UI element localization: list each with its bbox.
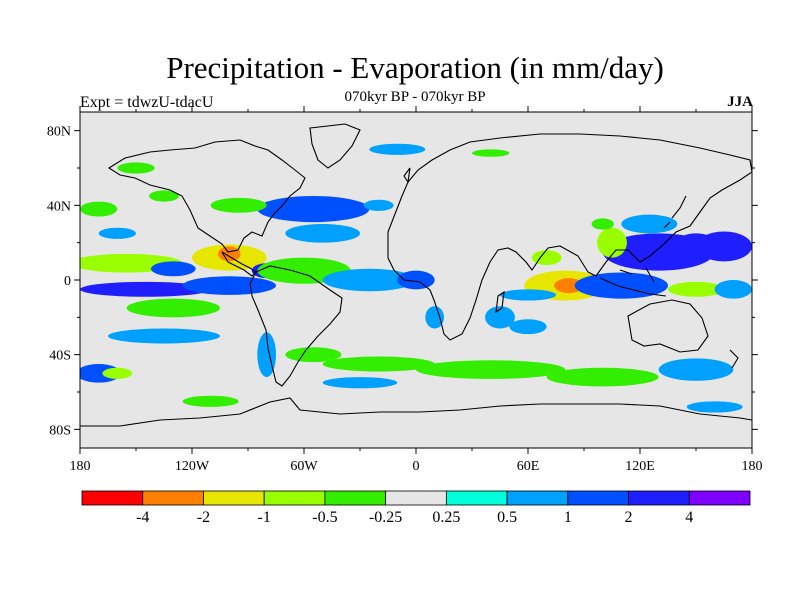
pe-anomaly-patch	[126, 298, 220, 318]
pe-anomaly-patch	[210, 197, 267, 213]
y-tick-label: 0	[64, 274, 71, 289]
pe-anomaly-patch	[554, 278, 584, 294]
pe-anomaly-patch	[425, 306, 444, 329]
colorbar-box	[506, 490, 569, 506]
pe-anomaly-patch	[621, 214, 678, 234]
pe-anomaly-patch	[485, 306, 515, 329]
colorbar-box	[445, 490, 508, 506]
y-tick-label: 40N	[47, 199, 71, 214]
pe-anomaly-patch	[416, 360, 566, 379]
colorbar-label: 2	[625, 509, 633, 526]
pe-anomaly-patch	[150, 261, 196, 277]
pe-anomaly-patch	[591, 218, 614, 230]
colorbar-label: -0.5	[312, 509, 337, 526]
pe-anomaly-patch	[108, 328, 220, 344]
colorbar-labels: -4 -2 -1 -0.5 -0.25 0.25 0.5 1 2 4	[136, 509, 693, 526]
pe-anomaly-patch	[363, 199, 394, 211]
coastline-indonesia	[599, 267, 667, 297]
pe-anomaly-patch	[696, 231, 752, 262]
x-tick-label: 120W	[175, 459, 210, 474]
pe-anomaly-patch	[714, 280, 752, 299]
pe-anomaly-patch	[182, 276, 276, 295]
x-tick-label: 0	[413, 459, 420, 474]
pe-anomaly-patch	[322, 356, 435, 372]
colorbar-box	[263, 490, 326, 506]
pe-anomaly-patch	[369, 143, 426, 155]
coastline-south-america	[249, 265, 343, 387]
x-tick-labels: 180 120W 60W 0 60E 120E 180	[70, 459, 763, 474]
pe-anomaly-patch	[285, 224, 360, 243]
coastline-north-america	[107, 139, 306, 253]
x-tick-label: 180	[70, 459, 91, 474]
coastline-eurasia-africa	[387, 133, 752, 341]
coastline-central-america	[221, 251, 257, 277]
colorbar-label: 0.5	[497, 509, 517, 526]
pe-anomaly-patch	[668, 281, 724, 297]
y-tick-label: 40S	[49, 349, 71, 364]
pe-anomaly-patch	[397, 270, 435, 290]
colorbar-label: -1	[258, 509, 271, 526]
season-label: JJA	[727, 94, 753, 110]
coastlines	[80, 123, 752, 427]
pe-anomaly-patch	[322, 377, 398, 389]
colorbar-box	[203, 490, 265, 506]
pe-anomaly-patch	[546, 367, 659, 387]
colorbar-box	[688, 490, 751, 506]
pe-anomaly-patch	[500, 289, 556, 301]
colorbar-box	[567, 490, 629, 506]
pe-anomaly-patch	[597, 227, 627, 258]
x-tick-label: 60E	[517, 459, 540, 474]
pe-anomaly-patch	[257, 332, 276, 378]
y-tick-label: 80S	[49, 423, 71, 438]
x-tick-label: 60W	[290, 459, 318, 474]
coastline-antarctica	[80, 397, 752, 427]
colorbar-label: -2	[197, 509, 210, 526]
pe-anomaly-patch	[149, 190, 179, 202]
y-tick-label: 80N	[47, 125, 71, 140]
colorbar-box	[385, 490, 447, 506]
colorbar-label: 4	[685, 509, 693, 526]
x-tick-label: 120E	[625, 459, 655, 474]
x-tick-label: 180	[742, 459, 763, 474]
pe-anomaly-patch	[658, 358, 734, 381]
colorbar-box	[142, 490, 204, 506]
pe-anomaly-patch	[117, 162, 155, 174]
pe-anomaly-patch	[686, 401, 743, 413]
pe-anomaly-patch	[98, 227, 136, 239]
colorbar-label: -4	[136, 509, 149, 526]
colorbar-label: 1	[564, 509, 572, 526]
colorbar-box	[81, 490, 144, 506]
pe-anomaly-patch	[182, 395, 239, 407]
coastline-madagascar	[495, 290, 505, 314]
colorbar-label: 0.25	[432, 509, 460, 526]
colorbar-box	[628, 490, 690, 506]
colorbar	[81, 490, 751, 506]
axis-ticks	[74, 106, 758, 454]
pe-anomaly-patch	[80, 281, 211, 297]
chart-title: Precipitation - Evaporation (in mm/day)	[166, 50, 664, 85]
pe-anomaly-patch	[218, 246, 241, 262]
pe-anomaly-patch	[472, 149, 510, 157]
pe-field	[80, 143, 752, 413]
coastline-new-zealand	[729, 349, 739, 369]
pe-anomaly-patch	[509, 319, 547, 335]
coastline-uk	[403, 167, 411, 184]
pe-anomaly-patch	[102, 367, 133, 379]
colorbar-box	[324, 490, 387, 506]
pe-anomaly-patch	[531, 250, 562, 266]
pe-anomaly-patch	[257, 196, 370, 223]
coastline-australia	[627, 299, 709, 353]
pe-anomaly-patch	[285, 347, 342, 363]
pe-anomaly-patch	[322, 268, 417, 292]
coastline-greenland	[309, 123, 361, 169]
experiment-label: Expt = tdwzU-tdacU	[80, 94, 214, 111]
chart-subtitle: 070kyr BP - 070kyr BP	[344, 89, 486, 105]
y-tick-labels: 80N 40N 0 40S 80S	[47, 125, 71, 439]
coastline-japan	[663, 195, 687, 229]
pe-anomaly-patch	[80, 201, 118, 217]
colorbar-label: -0.25	[369, 509, 402, 526]
